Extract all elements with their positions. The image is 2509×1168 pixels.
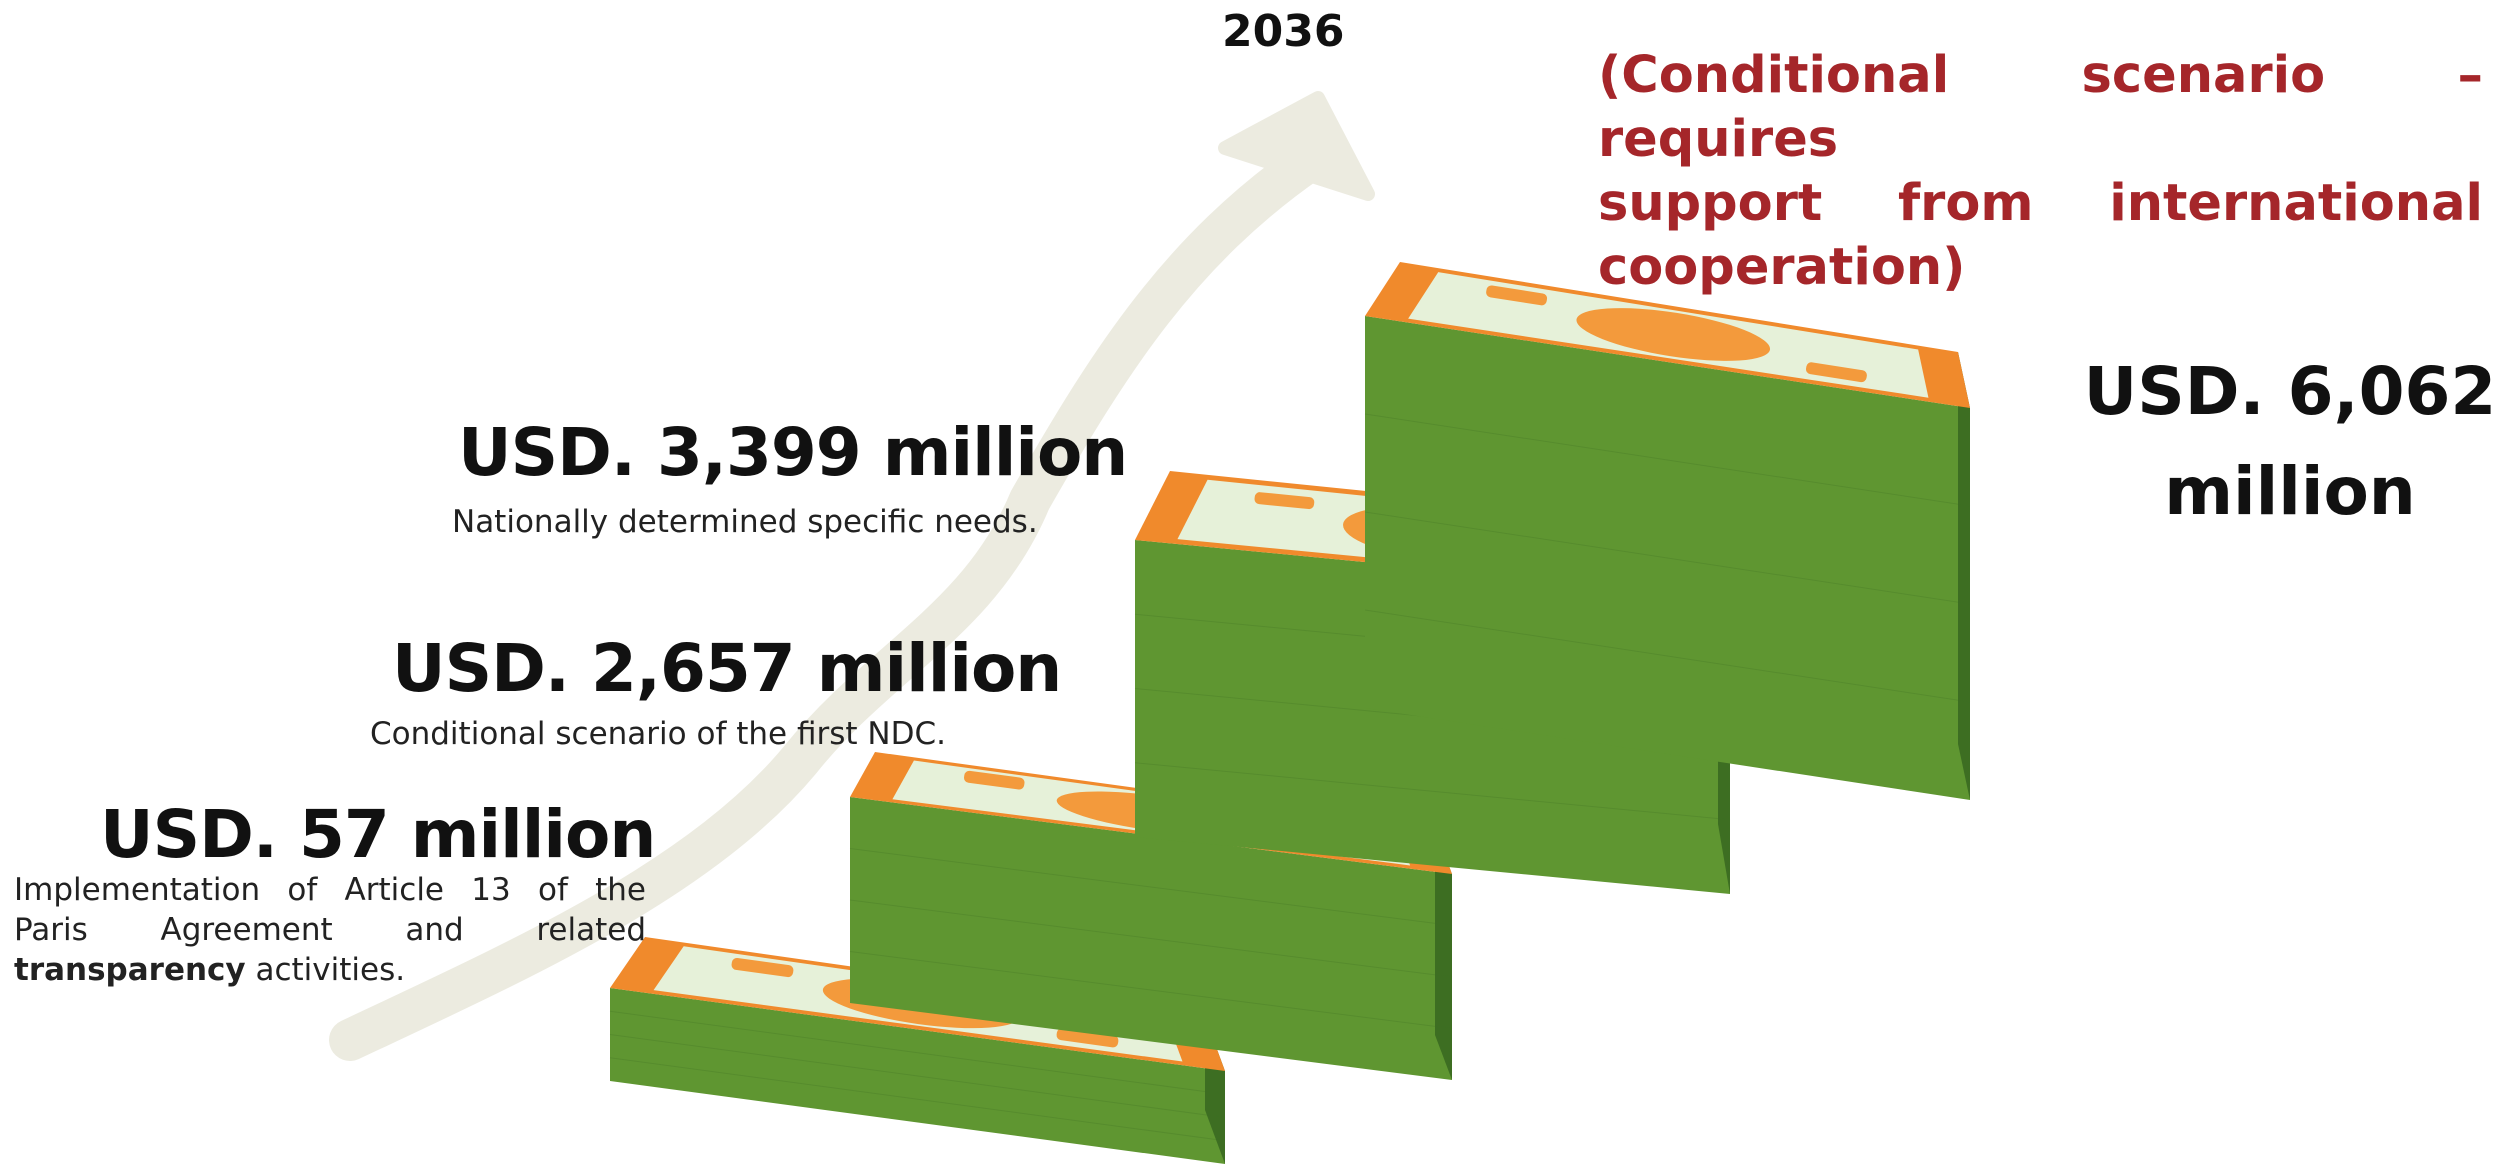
step-1-description-tail: activities.	[245, 952, 406, 988]
money-stack-4-side-face	[1958, 352, 1970, 800]
money-stack-2-front-face	[850, 797, 1452, 1080]
step-3-amount: USD. 3,399 million	[458, 414, 1128, 491]
step-4-amount: USD. 6,062 million	[2040, 342, 2509, 542]
money-stack-3-bill-mark	[1254, 492, 1315, 510]
transparency-keyword: transparency	[14, 952, 246, 988]
money-stack-1-stack-line	[609, 1057, 1226, 1142]
money-stack-1-bill-mark	[731, 957, 794, 978]
money-stack-2-side-face	[1435, 829, 1452, 1080]
money-stack-3-stack-line	[1134, 762, 1731, 821]
money-stack-4-bill-mark	[1805, 362, 1867, 383]
money-stack-4-stack-line	[1364, 413, 1971, 507]
money-stack-4-stack-line	[1364, 609, 1971, 703]
conditional-scenario-note: (Conditional scenario – requires support…	[1598, 44, 2483, 300]
money-stack-2-bill-mark	[964, 770, 1025, 790]
money-stack-2-stack-line	[849, 951, 1453, 1029]
step-1-description-line-1: Implementation of Article 13 of the	[14, 872, 646, 908]
money-stack-2-stack-line	[849, 899, 1453, 978]
upward-trend-arrow-icon	[329, 91, 1375, 1061]
money-stack-4-stack-line	[1364, 511, 1971, 605]
money-stack-4-bill-seal	[1576, 308, 1771, 361]
step-4-amount-line-2: million	[2164, 453, 2416, 530]
step-2-amount: USD. 2,657 million	[392, 630, 1062, 707]
money-stack-4-front-face	[1365, 316, 1970, 800]
money-stack-1-stack-line	[609, 1034, 1226, 1118]
money-stack-4-bill-mark	[1486, 285, 1548, 306]
step-1-amount: USD. 57 million	[100, 796, 656, 873]
step-1-description-line-2: Paris Agreement and related	[14, 912, 646, 948]
money-stack-1-front-face	[610, 988, 1225, 1164]
target-year: 2036	[1222, 6, 1345, 57]
step-1-description-line-3: transparency activities.	[14, 950, 646, 990]
conditional-note-line-3: cooperation)	[1598, 238, 1966, 297]
money-stack-1-bill-mark	[1056, 1028, 1119, 1048]
conditional-note-line-2: support from international	[1598, 174, 2483, 233]
money-stack-1-stack-line	[609, 1010, 1226, 1095]
money-stacks	[609, 262, 1971, 1164]
step-2-description: Conditional scenario of the first NDC.	[370, 716, 946, 752]
conditional-note-line-1: (Conditional scenario – requires	[1598, 46, 2483, 169]
step-4-amount-line-1: USD. 6,062	[2083, 353, 2497, 430]
money-stack-2-stack-line	[849, 848, 1453, 926]
step-1-description: Implementation of Article 13 of the Pari…	[14, 870, 646, 990]
step-3-description: Nationally determined specific needs.	[452, 504, 1038, 540]
